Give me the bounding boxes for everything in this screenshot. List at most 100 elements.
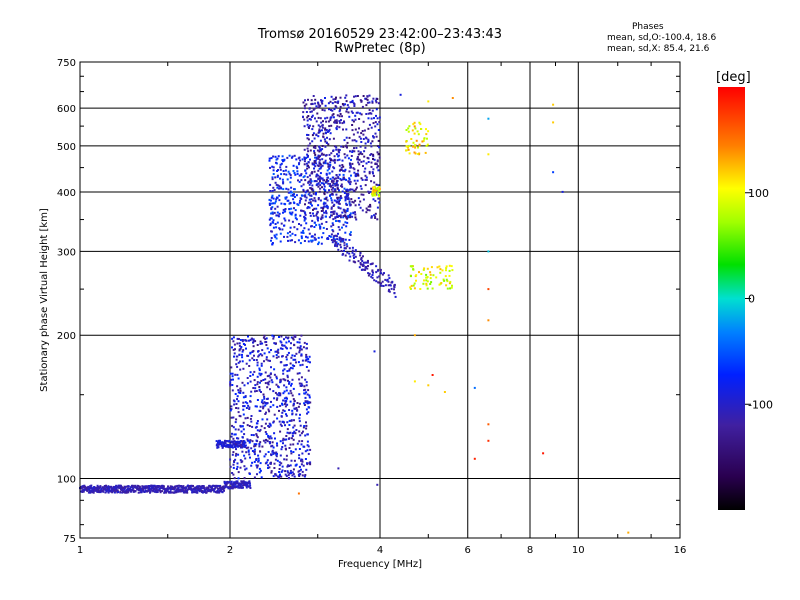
trace-point (254, 387, 257, 390)
trace-point (295, 165, 298, 168)
trace-point (316, 183, 319, 186)
trace-point (279, 440, 282, 443)
trace-point (344, 238, 347, 241)
trace-point (253, 445, 256, 448)
trace-point (370, 165, 373, 168)
trace-point (264, 404, 267, 407)
trace-point (333, 235, 336, 237)
trace-point (335, 201, 338, 204)
trace-point (355, 173, 358, 176)
trace-point (281, 159, 284, 161)
trace-point (239, 425, 242, 428)
trace-point (309, 201, 312, 204)
trace-point (410, 275, 412, 278)
trace-point (359, 206, 362, 209)
trace-point (417, 153, 420, 155)
trace-point (368, 101, 371, 104)
trace-point (234, 433, 237, 436)
trace-point (257, 355, 260, 358)
trace-point (450, 286, 453, 289)
trace-point (358, 203, 361, 206)
trace-point (445, 284, 448, 287)
trace-point (325, 228, 328, 230)
trace-point (234, 393, 237, 395)
trace-point (307, 161, 310, 164)
trace-point (300, 334, 303, 337)
trace-point (422, 268, 425, 271)
trace-point (298, 457, 301, 460)
trace-point (192, 485, 194, 487)
trace-point (282, 409, 285, 412)
trace-point (352, 167, 355, 170)
trace-point (244, 441, 247, 444)
trace-point (286, 178, 289, 181)
trace-point (322, 182, 325, 185)
trace-point (313, 161, 316, 164)
trace-point (350, 198, 353, 201)
trace-point (333, 203, 336, 206)
trace-point (338, 189, 340, 192)
trace-point (348, 181, 351, 184)
trace-point (375, 265, 378, 268)
trace-point (304, 378, 307, 381)
trace-point (338, 199, 341, 202)
trace-point (306, 189, 309, 192)
trace-point (251, 450, 254, 452)
trace-point (250, 420, 253, 423)
trace-point (331, 229, 334, 231)
trace-point (232, 473, 235, 476)
trace-point (253, 460, 256, 463)
trace-point (367, 139, 370, 142)
trace-point (419, 123, 422, 126)
trace-point (325, 173, 328, 176)
trace-point (370, 216, 373, 219)
trace-point (314, 156, 316, 159)
trace-point (304, 179, 307, 182)
trace-point (257, 454, 260, 457)
trace-point (329, 119, 332, 122)
trace-point (372, 188, 375, 191)
trace-point (319, 226, 322, 229)
trace-point (252, 340, 255, 343)
trace-point (300, 231, 303, 234)
trace-point (314, 193, 317, 196)
trace-point (336, 183, 339, 186)
trace-point (269, 222, 272, 225)
trace-point (427, 130, 430, 133)
trace-point (137, 485, 140, 487)
x-tick-label: 10 (572, 545, 585, 556)
trace-point (320, 216, 323, 219)
trace-point (335, 119, 338, 122)
trace-point (308, 107, 311, 110)
trace-point (241, 381, 244, 384)
trace-point (217, 488, 220, 491)
trace-point (330, 206, 333, 209)
trace-point (234, 421, 237, 424)
trace-point (231, 446, 234, 449)
trace-point (372, 153, 375, 156)
trace-point (375, 183, 378, 186)
trace-point (342, 239, 345, 242)
trace-point (258, 471, 261, 474)
trace-point (325, 210, 327, 213)
trace-point (299, 199, 302, 202)
trace-point (280, 424, 283, 427)
trace-point (255, 434, 258, 437)
trace-point (252, 350, 255, 352)
trace-point (249, 339, 252, 342)
isolated-point (552, 121, 555, 124)
trace-point (251, 440, 254, 443)
trace-point (286, 470, 289, 473)
trace-point (419, 288, 422, 290)
trace-point (237, 377, 240, 380)
trace-point (234, 428, 237, 431)
trace-point (270, 212, 273, 215)
trace-point (283, 458, 286, 461)
trace-point (269, 373, 272, 376)
trace-point (381, 273, 384, 276)
trace-point (326, 207, 329, 210)
trace-point (240, 440, 243, 443)
trace-point (301, 458, 304, 461)
trace-point (313, 221, 316, 224)
trace-point (270, 230, 273, 233)
